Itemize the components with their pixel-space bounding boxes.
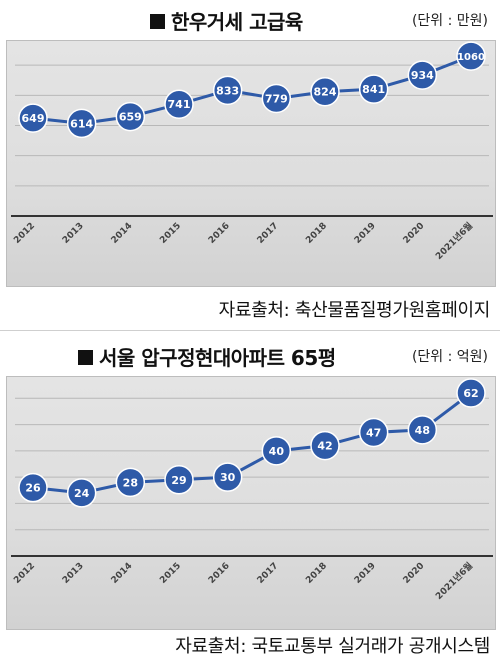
data-label: 779: [265, 93, 288, 106]
data-label: 26: [25, 482, 41, 495]
unit-label: (단위 : 억원): [411, 349, 488, 365]
series-line: [32, 54, 472, 125]
data-point: [212, 462, 243, 492]
data-label: 649: [22, 112, 45, 125]
divider: [0, 330, 500, 331]
x-tick-label: 2016: [207, 561, 232, 586]
data-label: 40: [269, 445, 285, 458]
data-point: [358, 417, 389, 448]
data-label: 48: [415, 424, 430, 437]
data-point: [18, 472, 48, 503]
series-line: [32, 391, 472, 495]
data-point: [164, 89, 194, 119]
data-label: 833: [216, 84, 239, 97]
x-tick-label: 2015: [158, 561, 183, 586]
line-chart: 26 24 28 29 30 40 42 47 48 62 2012 2013 2014 2015 2016…: [11, 378, 493, 602]
data-label: 741: [168, 98, 191, 111]
data-point: [212, 75, 243, 106]
chart-title-text: 서울 압구정현대아파트 65평: [99, 346, 336, 370]
data-label: 614: [70, 117, 93, 130]
square-bullet-icon: [150, 14, 165, 29]
data-point: [310, 76, 340, 107]
data-label: 24: [74, 487, 90, 500]
data-point: [456, 378, 486, 408]
x-tick-label: 2017: [256, 561, 281, 586]
x-tick-label: 2017: [256, 221, 281, 246]
square-bullet-icon: [78, 350, 93, 365]
plot-area: 26 24 28 29 30 40 42 47 48 62 2012 2013 2014 2015 2016…: [6, 376, 496, 630]
x-tick-label: 2013: [61, 561, 86, 586]
x-tick-label: 2019: [353, 561, 378, 586]
chart-panel-1: 한우거세 고급육 (단위 : 만원) 649 614 659 741 833 779 824…: [0, 0, 500, 325]
chart-title: 서울 압구정현대아파트 65평: [78, 342, 336, 371]
data-label: 62: [463, 387, 478, 400]
x-tick-label: 2020: [402, 221, 427, 246]
data-label: 1060: [457, 52, 485, 63]
plot-area: 649 614 659 741 833 779 824 841 934 1060 2012 2013 2…: [6, 40, 496, 287]
data-point: [115, 467, 146, 498]
data-point: [115, 101, 146, 132]
x-tick-label: 2012: [12, 561, 37, 586]
data-label: 824: [314, 86, 337, 99]
x-tick-label: 2019: [353, 221, 378, 246]
chart-title: 한우거세 고급육: [150, 6, 303, 35]
data-point: [358, 74, 389, 104]
data-point: [407, 415, 438, 445]
data-label: 42: [317, 440, 332, 453]
data-label: 30: [220, 471, 236, 484]
data-label: 28: [123, 476, 138, 489]
x-tick-label: 2014: [110, 221, 135, 246]
data-label: 47: [366, 426, 381, 439]
data-point: [310, 430, 340, 461]
chart-panel-2: 서울 압구정현대아파트 65평 (단위 : 억원) 26 24 28 29 30 40 42…: [0, 336, 500, 668]
source-text: 자료출처: 축산물품질평가원홈페이지: [218, 300, 491, 321]
data-point: [66, 108, 97, 139]
x-tick-label: 2020: [402, 561, 427, 586]
x-tick-label: 2021년6월: [433, 560, 475, 602]
x-tick-label: 2013: [61, 221, 86, 246]
line-chart: 649 614 659 741 833 779 824 841 934 1060 2012 2013 2…: [11, 41, 493, 262]
x-tick-label: 2015: [158, 221, 183, 246]
data-point: [456, 41, 486, 71]
x-tick-label: 2018: [304, 221, 329, 246]
x-tick-label: 2012: [12, 221, 37, 246]
data-label: 934: [411, 69, 434, 82]
chart-title-text: 한우거세 고급육: [171, 10, 303, 34]
data-point: [18, 103, 48, 133]
data-point: [261, 83, 292, 114]
data-label: 29: [171, 474, 186, 487]
x-tick-label: 2021년6월: [433, 220, 475, 262]
data-point: [261, 436, 292, 466]
data-point: [407, 60, 438, 90]
unit-label: (단위 : 만원): [411, 13, 488, 29]
x-tick-label: 2018: [304, 561, 329, 586]
data-label: 659: [119, 111, 142, 124]
data-point: [66, 478, 97, 508]
source-text: 자료출처: 국토교통부 실거래가 공개시스템: [175, 636, 490, 657]
x-tick-label: 2016: [207, 221, 232, 246]
data-label: 841: [362, 83, 385, 96]
x-tick-label: 2014: [110, 561, 135, 586]
data-point: [164, 465, 194, 495]
